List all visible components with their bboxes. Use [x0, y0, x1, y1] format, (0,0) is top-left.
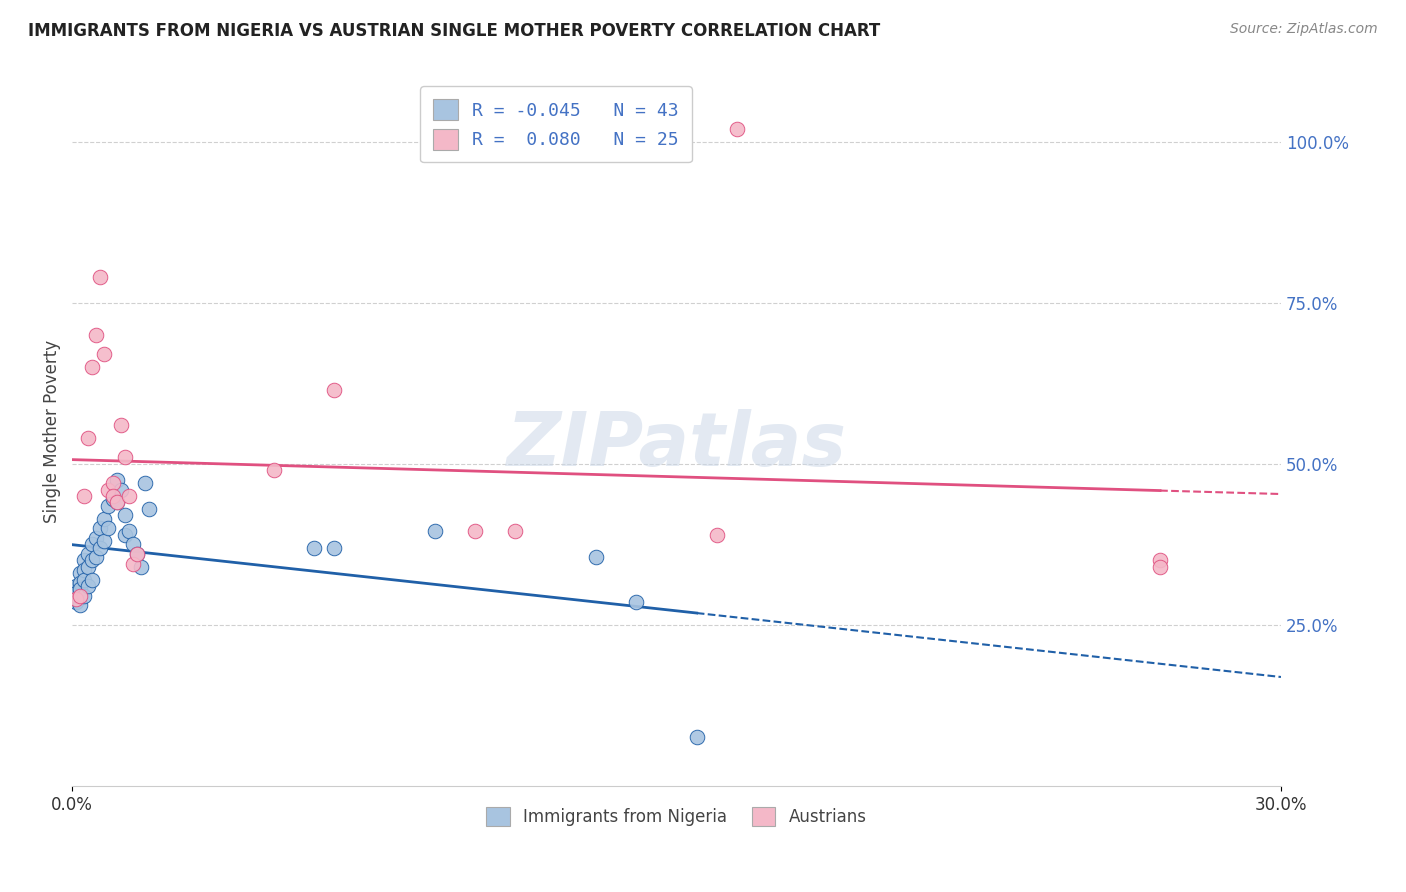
Point: [725, 122, 748, 136]
Point: [121, 537, 143, 551]
Point: [65, 579, 87, 593]
Point: [464, 524, 486, 539]
Point: [97, 483, 120, 497]
Point: [706, 527, 728, 541]
Point: [114, 527, 136, 541]
Point: [93, 511, 115, 525]
Point: [121, 557, 143, 571]
Point: [89, 521, 111, 535]
Point: [110, 483, 132, 497]
Point: [105, 495, 128, 509]
Y-axis label: Single Mother Poverty: Single Mother Poverty: [44, 340, 60, 524]
Point: [101, 489, 124, 503]
Point: [114, 450, 136, 465]
Point: [65, 592, 87, 607]
Point: [77, 559, 100, 574]
Point: [105, 473, 128, 487]
Point: [1149, 553, 1171, 567]
Text: ZIPatlas: ZIPatlas: [506, 409, 846, 483]
Point: [110, 418, 132, 433]
Point: [125, 547, 148, 561]
Text: Source: ZipAtlas.com: Source: ZipAtlas.com: [1230, 22, 1378, 37]
Text: IMMIGRANTS FROM NIGERIA VS AUSTRIAN SINGLE MOTHER POVERTY CORRELATION CHART: IMMIGRANTS FROM NIGERIA VS AUSTRIAN SING…: [28, 22, 880, 40]
Point: [93, 347, 115, 361]
Point: [65, 595, 87, 609]
Point: [65, 585, 87, 599]
Point: [686, 731, 709, 745]
Point: [69, 566, 91, 581]
Point: [114, 508, 136, 523]
Point: [1149, 559, 1171, 574]
Point: [97, 521, 120, 535]
Point: [89, 541, 111, 555]
Point: [263, 463, 285, 477]
Point: [86, 550, 108, 565]
Point: [82, 537, 104, 551]
Point: [86, 531, 108, 545]
Legend: Immigrants from Nigeria, Austrians: Immigrants from Nigeria, Austrians: [478, 798, 875, 834]
Point: [423, 524, 446, 539]
Point: [626, 595, 648, 609]
Point: [105, 495, 128, 509]
Point: [86, 328, 108, 343]
Point: [73, 563, 96, 577]
Point: [73, 553, 96, 567]
Point: [129, 559, 152, 574]
Point: [69, 582, 91, 597]
Point: [97, 499, 120, 513]
Point: [73, 589, 96, 603]
Point: [585, 550, 607, 565]
Point: [101, 476, 124, 491]
Point: [323, 541, 346, 555]
Point: [117, 489, 139, 503]
Point: [134, 476, 156, 491]
Point: [138, 502, 160, 516]
Point: [77, 431, 100, 445]
Point: [117, 524, 139, 539]
Point: [93, 534, 115, 549]
Point: [73, 489, 96, 503]
Point: [77, 547, 100, 561]
Point: [89, 270, 111, 285]
Point: [69, 599, 91, 613]
Point: [302, 541, 325, 555]
Point: [82, 573, 104, 587]
Point: [69, 589, 91, 603]
Point: [73, 573, 96, 587]
Point: [82, 360, 104, 375]
Point: [323, 383, 346, 397]
Point: [125, 547, 148, 561]
Point: [69, 576, 91, 591]
Point: [82, 553, 104, 567]
Point: [505, 524, 527, 539]
Point: [77, 579, 100, 593]
Point: [101, 492, 124, 507]
